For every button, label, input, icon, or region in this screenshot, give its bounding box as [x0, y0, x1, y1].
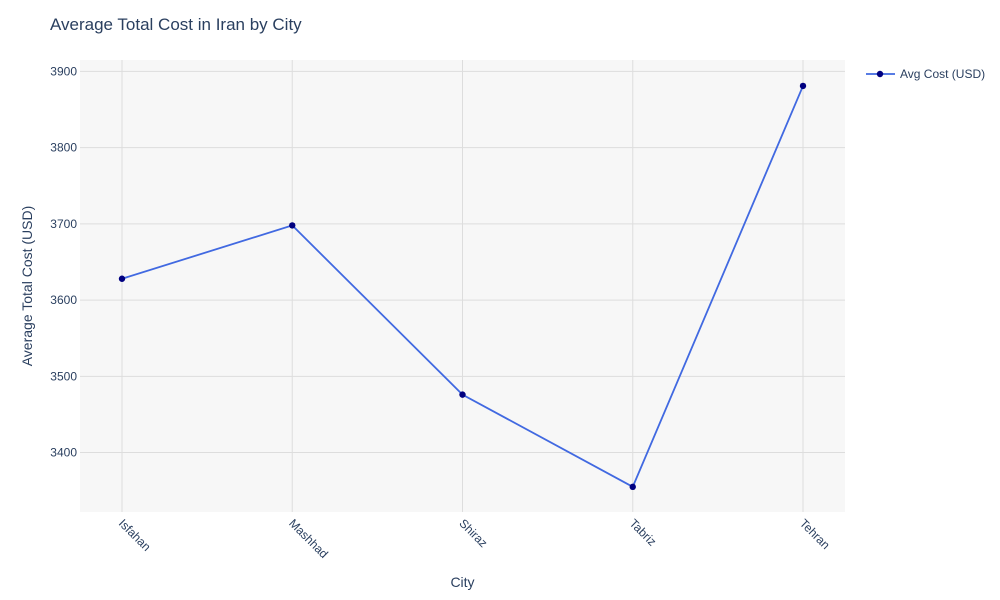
legend-label: Avg Cost (USD) — [900, 67, 985, 81]
data-point[interactable] — [459, 391, 466, 398]
x-tick-label: Mashhad — [286, 516, 331, 561]
y-tick-label: 3500 — [50, 369, 77, 383]
x-tick-label: Tabriz — [627, 516, 660, 549]
series-layer — [118, 82, 807, 491]
y-tick-label: 3600 — [50, 293, 77, 307]
y-tick-label: 3900 — [50, 64, 77, 78]
x-axis-title: City — [450, 574, 474, 590]
chart-title: Average Total Cost in Iran by City — [50, 15, 302, 34]
y-axis-ticks: 3400 3500 3600 3700 3800 3900 — [50, 64, 77, 459]
y-tick-label: 3700 — [50, 217, 77, 231]
data-point[interactable] — [799, 82, 807, 90]
x-tick-label: Isfahan — [116, 516, 154, 554]
x-axis-ticks: Isfahan Mashhad Shiraz Tabriz Tehran — [116, 516, 833, 561]
y-tick-label: 3800 — [50, 141, 77, 155]
x-tick-label: Tehran — [797, 516, 833, 552]
data-point[interactable] — [629, 483, 636, 491]
x-tick-label: Shiraz — [456, 516, 490, 550]
legend[interactable]: Avg Cost (USD) — [866, 67, 985, 81]
y-tick-label: 3400 — [50, 446, 77, 460]
y-axis-title: Average Total Cost (USD) — [19, 206, 35, 367]
data-point[interactable] — [289, 222, 296, 229]
legend-marker-icon — [876, 70, 884, 78]
x-gridlines — [121, 60, 804, 512]
data-point[interactable] — [118, 275, 126, 282]
